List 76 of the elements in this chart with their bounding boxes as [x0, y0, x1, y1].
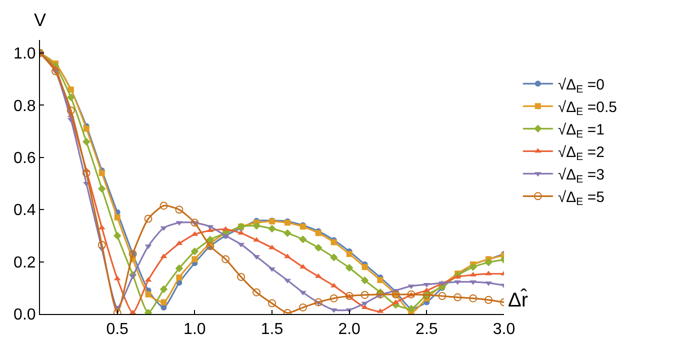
- point: [438, 292, 446, 300]
- point: [160, 202, 168, 210]
- point: [176, 274, 182, 280]
- point: [268, 299, 276, 308]
- x-tick-label: 2.5: [416, 321, 438, 338]
- point: [268, 244, 276, 250]
- point: [160, 285, 168, 294]
- point: [144, 214, 152, 223]
- point: [253, 255, 260, 260]
- point: [82, 138, 90, 146]
- y-tick-label: 0.2: [14, 254, 36, 272]
- y-axis-title: V: [34, 10, 46, 30]
- legend-label: √Δ$_{E}$ =2: [558, 144, 604, 164]
- point: [83, 126, 90, 132]
- point: [469, 294, 478, 302]
- point: [314, 244, 322, 252]
- point: [284, 254, 291, 258]
- point: [284, 229, 292, 237]
- point: [360, 290, 369, 299]
- point: [253, 237, 260, 242]
- x-tick-label: 3.0: [492, 321, 516, 338]
- y-tick-label: 0.8: [14, 98, 36, 115]
- y-tick-label: 0.0: [14, 306, 36, 324]
- legend-label: √Δ$_{E}$ =3: [558, 166, 604, 186]
- y-tick-label: 0.6: [14, 150, 36, 168]
- point: [268, 267, 276, 272]
- point: [237, 272, 246, 281]
- point: [299, 235, 307, 244]
- point: [190, 218, 199, 227]
- point: [362, 264, 368, 270]
- point: [98, 170, 105, 176]
- legend-label: √Δ$_{E}$ =0: [558, 76, 604, 96]
- y-tick-label: 0.4: [14, 202, 36, 220]
- point: [175, 264, 184, 272]
- legend-label: √Δ$_{E}$ =5: [558, 189, 604, 208]
- point: [82, 169, 90, 178]
- point: [51, 67, 60, 76]
- point: [454, 293, 462, 302]
- point: [314, 298, 322, 306]
- x-axis-title: Δr̂: [508, 288, 528, 312]
- legend-label: √Δ$_{E}$ =0.5: [558, 99, 617, 118]
- point: [377, 277, 384, 284]
- point: [98, 240, 106, 249]
- point: [485, 270, 492, 276]
- y-tick-label: 1.0: [14, 46, 36, 63]
- point: [346, 250, 352, 257]
- point: [330, 253, 338, 262]
- point: [145, 291, 152, 298]
- point: [192, 256, 198, 262]
- point: [160, 299, 167, 306]
- point: [222, 255, 230, 264]
- legend-label: √Δ$_{E}$ =1: [558, 122, 604, 141]
- point: [113, 232, 122, 240]
- x-tick-label: 0.5: [106, 321, 129, 338]
- point: [268, 224, 276, 233]
- point: [330, 294, 338, 302]
- point: [484, 258, 492, 266]
- point: [66, 106, 75, 114]
- point: [485, 281, 492, 286]
- point: [252, 288, 261, 296]
- point: [190, 247, 199, 256]
- point: [67, 94, 75, 102]
- point: [484, 296, 493, 304]
- x-tick-label: 1.5: [260, 321, 284, 338]
- point: [98, 184, 106, 193]
- point: [252, 222, 260, 230]
- point: [360, 276, 369, 284]
- point: [175, 206, 184, 214]
- point: [206, 236, 214, 244]
- point: [284, 278, 291, 284]
- point: [469, 263, 477, 271]
- x-tick-label: 1.0: [184, 321, 206, 338]
- x-tick-label: 2.0: [338, 321, 361, 338]
- point: [345, 264, 354, 272]
- point: [114, 214, 120, 220]
- point: [298, 303, 307, 312]
